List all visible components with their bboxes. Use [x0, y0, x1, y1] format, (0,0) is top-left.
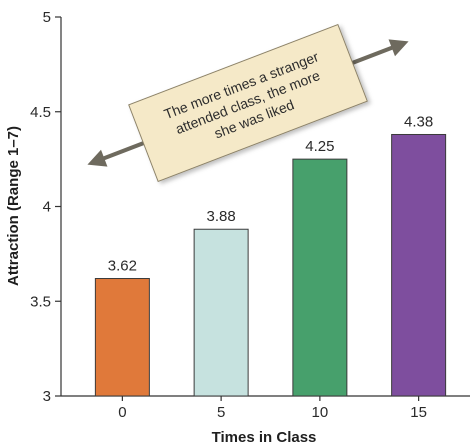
- annotation-box: [128, 23, 368, 183]
- annotation-arrow-left: [87, 149, 108, 167]
- x-ticks: 0 5 10 15: [118, 396, 427, 421]
- bar-value-label: 3.62: [108, 258, 137, 275]
- y-tick-label: 3.5: [30, 293, 51, 310]
- bar-value-label: 4.38: [404, 113, 433, 130]
- y-tick-label: 4.5: [30, 104, 51, 121]
- bars: 3.62 3.88 4.25 4.38: [94, 113, 447, 397]
- y-tick-label: 3: [43, 388, 51, 405]
- y-axis-title: Attraction (Range 1–7): [5, 126, 22, 286]
- bar: [193, 228, 249, 397]
- bar: [292, 158, 348, 397]
- annotation-callout: The more times a stranger attended class…: [87, 23, 409, 183]
- x-tick-label: 5: [217, 404, 225, 421]
- bar: [94, 278, 150, 397]
- x-tick-label: 10: [312, 404, 329, 421]
- y-ticks: 3 3.5 4 4.5 5: [30, 9, 61, 405]
- bar-value-label: 3.88: [207, 208, 236, 225]
- x-axis-title: Times in Class: [212, 429, 317, 446]
- y-tick-label: 5: [43, 9, 51, 26]
- x-tick-label: 0: [118, 404, 126, 421]
- bar-value-label: 4.25: [305, 138, 334, 155]
- y-tick-label: 4: [43, 199, 51, 216]
- bar: [391, 133, 447, 397]
- annotation-arrow-right: [388, 39, 409, 57]
- x-tick-label: 15: [410, 404, 427, 421]
